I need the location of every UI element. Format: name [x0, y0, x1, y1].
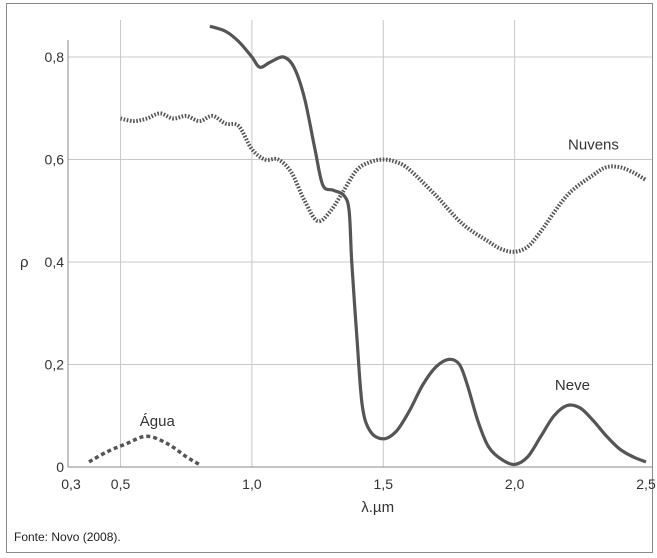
y-tick-label: 0	[56, 459, 64, 475]
y-tick-label: 0,8	[45, 49, 65, 65]
x-tick-label: 2,5	[636, 476, 656, 492]
x-tick-label: 1,5	[374, 476, 394, 492]
x-tick-label: 0,5	[111, 476, 131, 492]
series-line-água	[88, 434, 201, 466]
x-tick-label: 1,0	[242, 476, 262, 492]
series-label: Água	[140, 413, 176, 430]
series-line-neve	[209, 24, 647, 467]
series-line-nuvens	[120, 111, 648, 254]
y-tick-label: 0,4	[45, 254, 65, 270]
figure-frame	[6, 3, 653, 553]
series-label: Nuvens	[568, 136, 619, 153]
y-tick-label: 0,6	[45, 152, 65, 168]
series-label: Neve	[555, 377, 590, 394]
series-labels: Nuvens Neve Água	[140, 136, 619, 430]
series-lines	[88, 24, 648, 467]
x-tick-label: 2,0	[505, 476, 525, 492]
source-note: Fonte: Novo (2008).	[14, 530, 121, 544]
x-axis-label: λ.µm	[361, 499, 394, 516]
y-axis-label: ρ	[20, 254, 29, 271]
y-tick-label: 0,2	[45, 357, 65, 373]
tick-labels: 0,3 0,5 1,0 1,5 2,0 2,5 0 0,2 0,4 0,6 0,8 ρ	[20, 49, 656, 492]
grid	[67, 20, 652, 468]
x-tick-label: 0,3	[61, 476, 81, 492]
